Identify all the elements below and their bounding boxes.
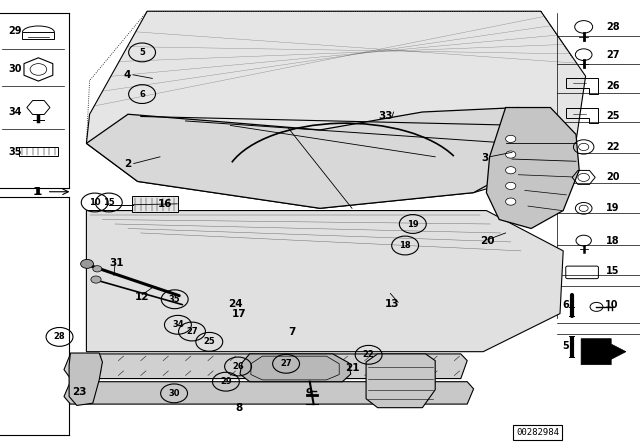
Circle shape	[91, 276, 101, 283]
Text: 16: 16	[158, 199, 172, 209]
Text: 19: 19	[407, 220, 419, 228]
Text: 30: 30	[8, 65, 22, 74]
Text: 25: 25	[204, 337, 215, 346]
Text: 15: 15	[103, 198, 115, 207]
Text: 28: 28	[54, 332, 65, 341]
Text: 7: 7	[288, 327, 296, 336]
Text: 30: 30	[168, 389, 180, 398]
Text: 20: 20	[481, 236, 495, 246]
Text: 00282984: 00282984	[516, 428, 559, 437]
Polygon shape	[86, 11, 586, 208]
Text: 20: 20	[606, 172, 620, 182]
Text: 27: 27	[606, 50, 620, 60]
Circle shape	[93, 266, 102, 272]
Text: 29: 29	[220, 377, 232, 386]
Text: 19: 19	[606, 203, 620, 213]
Circle shape	[506, 151, 516, 158]
Text: 10: 10	[604, 300, 618, 310]
Polygon shape	[581, 339, 626, 365]
Circle shape	[81, 259, 93, 268]
FancyBboxPatch shape	[132, 196, 178, 212]
Text: 22: 22	[606, 142, 620, 152]
Circle shape	[506, 182, 516, 190]
Text: 13: 13	[385, 299, 399, 309]
Text: 29: 29	[8, 26, 22, 36]
Polygon shape	[69, 353, 102, 405]
Text: 31: 31	[109, 258, 124, 268]
Text: 25: 25	[606, 111, 620, 121]
Text: 26: 26	[606, 81, 620, 91]
Text: 18: 18	[399, 241, 411, 250]
Text: 2: 2	[124, 159, 132, 168]
Text: 15: 15	[606, 266, 620, 276]
Text: 21: 21	[346, 363, 360, 373]
Text: 10: 10	[89, 198, 100, 207]
Text: 1: 1	[33, 187, 40, 197]
Circle shape	[506, 135, 516, 142]
Polygon shape	[240, 354, 351, 382]
Text: 34: 34	[172, 320, 184, 329]
Text: 35: 35	[169, 295, 180, 304]
Polygon shape	[86, 211, 563, 352]
Circle shape	[506, 198, 516, 205]
Text: 12: 12	[135, 292, 149, 302]
Text: 4: 4	[123, 70, 131, 80]
Text: 35: 35	[8, 147, 22, 157]
Text: 28: 28	[606, 22, 620, 32]
Text: 5: 5	[139, 48, 145, 57]
Text: 3: 3	[481, 153, 489, 163]
Text: 8: 8	[236, 403, 243, 413]
Text: 17: 17	[232, 309, 246, 319]
Text: 1: 1	[35, 187, 42, 197]
Text: 23: 23	[72, 387, 86, 397]
Text: 24: 24	[228, 299, 243, 309]
Text: 6: 6	[563, 300, 569, 310]
Circle shape	[506, 167, 516, 174]
Text: 34: 34	[8, 107, 22, 117]
Text: 22: 22	[363, 350, 374, 359]
Polygon shape	[64, 382, 474, 404]
Text: 26: 26	[232, 362, 244, 371]
Text: 6: 6	[139, 90, 145, 99]
Polygon shape	[486, 108, 579, 228]
Text: 5: 5	[563, 341, 569, 351]
Text: 9: 9	[305, 388, 313, 398]
Polygon shape	[86, 108, 544, 208]
Text: 33: 33	[378, 111, 392, 121]
Text: 27: 27	[280, 359, 292, 368]
Text: 27: 27	[186, 327, 198, 336]
Polygon shape	[64, 354, 467, 379]
Polygon shape	[366, 354, 435, 408]
Text: 18: 18	[606, 236, 620, 246]
